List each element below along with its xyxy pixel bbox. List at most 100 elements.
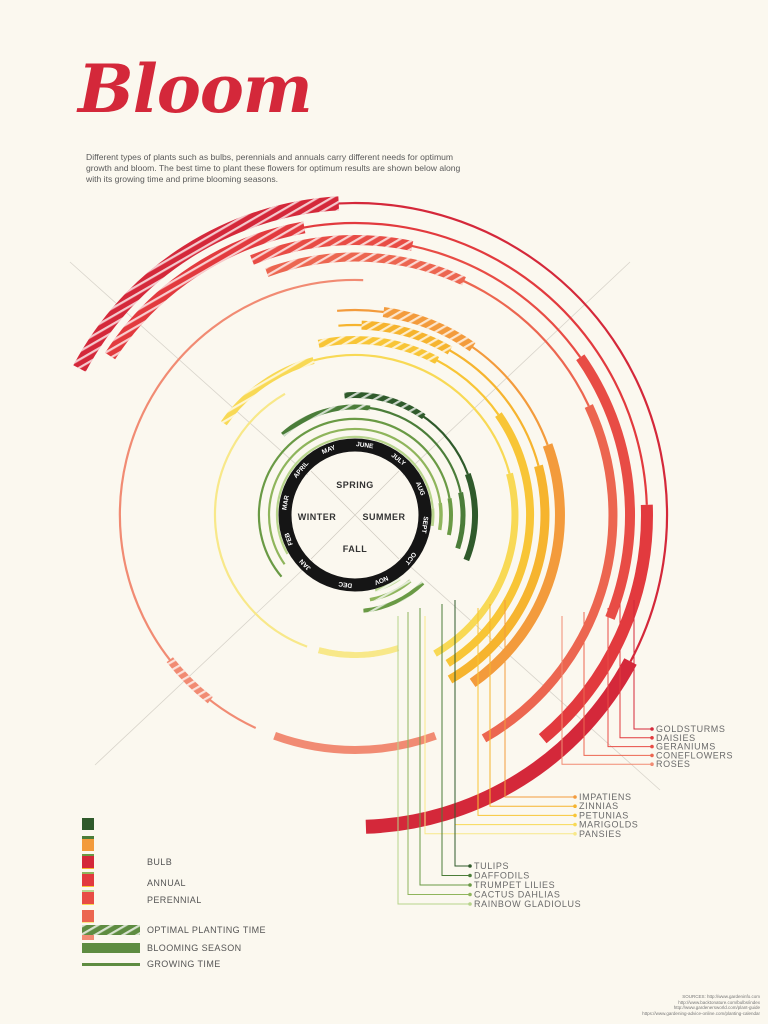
leader-dot: [573, 795, 577, 799]
coneflowers-planting-arc-hatch: [265, 252, 466, 286]
leader-line: [619, 604, 652, 739]
leader-line: [504, 600, 575, 798]
legend-perennial-label: PERENNIAL: [147, 895, 202, 905]
legend-bulb-label: BULB: [147, 857, 173, 867]
month-label: MAR: [281, 495, 291, 511]
plant-label: IMPATIENS: [579, 792, 632, 802]
pansies-growing-arc: [213, 392, 308, 648]
leader-line: [424, 616, 575, 835]
zinnias-planting-arc-hatch: [361, 320, 453, 355]
plant-label: GERANIUMS: [656, 742, 716, 752]
source-line: https://www.gardening-advice-online.com/…: [642, 1010, 760, 1016]
daffodils-planting-arc-hatch: [281, 404, 371, 437]
legend-color-swatch: [82, 892, 94, 904]
cactus-dahlias-planting-arc-hatch: [369, 579, 412, 602]
goldsturms-planting-arc-hatch: [73, 196, 340, 372]
leader-line: [583, 612, 652, 756]
tulips-blooming-arc: [463, 472, 479, 562]
month-label: FEB: [284, 531, 295, 546]
leader-line: [441, 604, 470, 876]
leader-dot: [573, 822, 577, 827]
cactus-dahlias-growing-arc: [267, 427, 442, 565]
leader-dot: [650, 744, 654, 749]
leader-line: [419, 608, 470, 886]
blooming-season-swatch: [82, 943, 140, 953]
leader-line: [397, 616, 470, 905]
source-line: http://www.backtonature.com/bulbs/index: [678, 999, 760, 1005]
plant-label: ROSES: [656, 759, 691, 769]
trumpet-lilies-blooming-arc: [446, 497, 453, 536]
leader-dot: [650, 762, 654, 766]
month-label: SEPT: [420, 516, 429, 534]
season-label: SPRING: [336, 480, 374, 490]
plant-label: PETUNIAS: [579, 810, 629, 820]
plant-label: GOLDSTURMS: [656, 724, 726, 734]
legend-perennial: PERENNIAL: [82, 856, 201, 940]
leader-dot: [468, 864, 472, 868]
leader-line: [454, 600, 470, 867]
season-label: WINTER: [298, 512, 337, 522]
sources: SOURCES: http://www.gardeninfo.com http:…: [540, 994, 760, 1016]
growing-time-swatch: [82, 963, 140, 966]
legend-growing: GROWING TIME: [82, 957, 220, 971]
month-label: JUNE: [356, 441, 375, 450]
source-line: SOURCES: http://www.gardeninfo.com: [682, 994, 760, 999]
legend-planting: OPTIMAL PLANTING TIME: [82, 923, 266, 937]
leader-lines: [397, 600, 654, 906]
leader-dot: [573, 813, 577, 818]
pansies-blooming-arc: [318, 645, 400, 658]
leader-dot: [650, 736, 654, 740]
leader-dot: [468, 883, 472, 887]
clock-divider: [310, 470, 400, 560]
leader-line: [489, 604, 575, 807]
rainbow-gladiolus-planting-arc-hatch: [374, 577, 401, 592]
month-label: AUG: [414, 481, 426, 497]
marigolds-blooming-arc: [433, 472, 519, 657]
rainbow-gladiolus-growing-arc: [275, 435, 434, 555]
legend-blooming: BLOOMING SEASON: [82, 941, 241, 955]
daffodils-blooming-arc: [455, 491, 466, 550]
petunias-blooming-arc: [445, 412, 535, 667]
legend-blooming-label: BLOOMING SEASON: [147, 943, 242, 953]
coneflowers-blooming-arc: [481, 404, 618, 743]
geraniums-blooming-arc: [576, 354, 635, 620]
legend-color-swatch: [82, 856, 94, 868]
leader-dot: [468, 902, 472, 906]
season-label: SUMMER: [363, 512, 406, 522]
cactus-dahlias-blooming-arc: [437, 502, 443, 531]
month-label: MAY: [321, 444, 337, 456]
leader-dot: [468, 892, 472, 897]
leader-line: [607, 608, 652, 748]
plant-label: MARIGOLDS: [579, 820, 638, 830]
petunias-planting-arc-hatch: [317, 336, 440, 365]
plant-label: CACTUS DAHLIAS: [474, 890, 560, 900]
plant-label: PANSIES: [579, 829, 622, 839]
trumpet-lilies-planting-arc-hatch: [363, 581, 425, 613]
impatiens-planting-arc-hatch: [382, 307, 476, 352]
leader-line: [407, 612, 470, 895]
plant-labels: GOLDSTURMSDAISIESGERANIUMSCONEFLOWERSROS…: [474, 724, 733, 909]
impatiens-blooming-arc: [469, 443, 565, 687]
marigolds-planting-arc: [221, 357, 315, 426]
rainbow-gladiolus-blooming-arc: [430, 508, 435, 527]
leader-dot: [573, 832, 577, 836]
leader-line: [561, 616, 652, 765]
month-label: DEC: [338, 580, 353, 589]
roses-blooming-arc: [273, 732, 437, 754]
plant-rings: [73, 196, 669, 834]
marigolds-planting-arc-hatch: [221, 357, 315, 426]
plant-label: TULIPS: [474, 861, 509, 871]
plant-label: DAISIES: [656, 733, 696, 743]
leader-dot: [573, 804, 577, 808]
source-line: http://www.gardenersworld.com/plant-guid…: [673, 1005, 760, 1011]
month-ring: [278, 438, 432, 592]
leader-dot: [650, 753, 654, 758]
leader-line: [633, 600, 652, 730]
tulips-planting-arc-hatch: [344, 392, 426, 420]
plant-label: CONEFLOWERS: [656, 750, 733, 760]
plant-label: ZINNIAS: [579, 801, 619, 811]
roses-planting-arc-hatch: [166, 657, 213, 704]
page-title: Bloom: [78, 50, 313, 128]
